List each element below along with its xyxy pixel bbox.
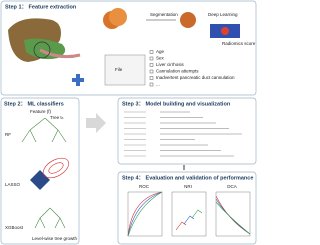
step1-title: Step 1： Feature extraction: [5, 4, 77, 10]
plot-frame: [215, 191, 251, 237]
bullet: [149, 56, 154, 61]
bullet: [149, 69, 154, 74]
feature: Feature (f): [30, 109, 52, 114]
feature-item: Liver cirrhosis: [156, 62, 185, 67]
xgboost: XGBoost: [5, 225, 24, 230]
arrow-right: [86, 113, 106, 133]
heatmap-spot: [221, 27, 229, 35]
plus: [72, 74, 84, 86]
feature-item: ...: [156, 82, 160, 87]
panel-title: NRI: [184, 184, 192, 189]
figure: Step 1： Feature extraction Segmentation …: [0, 0, 257, 245]
curve: [127, 191, 163, 237]
plot-frame: [171, 191, 207, 237]
deep-learning: Deep Learning: [208, 12, 238, 17]
scan-image: [109, 8, 127, 26]
step2-title: Step 2： ML classifiers: [4, 101, 64, 107]
curve: [175, 221, 187, 231]
file-icon: [104, 54, 146, 86]
seg-image: [180, 12, 196, 28]
file: File: [115, 67, 123, 72]
curve: [191, 209, 203, 219]
feature-item: Age: [156, 49, 165, 54]
lasso: LASSO: [5, 182, 21, 187]
panel-title: DCA: [227, 184, 237, 189]
feature-item: Sex: [156, 56, 165, 61]
bullet: [149, 63, 154, 67]
step3-panel: [117, 97, 257, 165]
step3-title: Step 3： Model building and visualization: [122, 101, 231, 107]
contour: [42, 157, 70, 179]
feature-item: Inadvertent pancreatic duct cannulation: [156, 75, 235, 80]
segmentation: Segmentation: [150, 12, 178, 17]
panel-title: ROC: [139, 184, 150, 189]
lasso-diamond: [30, 170, 50, 190]
curve: [215, 201, 251, 235]
rf: RF: [5, 132, 11, 137]
curve: [183, 215, 195, 225]
step4-title: Step 4： Evaluation and validation of per…: [122, 175, 253, 181]
bullet: [149, 82, 154, 87]
growth: Level-wise tree growth: [32, 236, 78, 241]
bullet: [149, 76, 154, 80]
feature-item: Cannulation attempts: [156, 69, 199, 74]
magnifier: [33, 41, 51, 59]
tree: Tree tₙ: [50, 115, 64, 120]
radiomics-score: Radiomics score: [222, 41, 256, 46]
contour: [48, 162, 64, 174]
xgb-tree: [34, 207, 66, 229]
curve: [127, 191, 163, 237]
tree-edges: [21, 117, 67, 143]
bullet: [149, 50, 154, 54]
curve: [127, 191, 163, 237]
step4-panel: [117, 171, 257, 245]
duct: [39, 48, 81, 59]
plot-frame: [127, 191, 163, 237]
